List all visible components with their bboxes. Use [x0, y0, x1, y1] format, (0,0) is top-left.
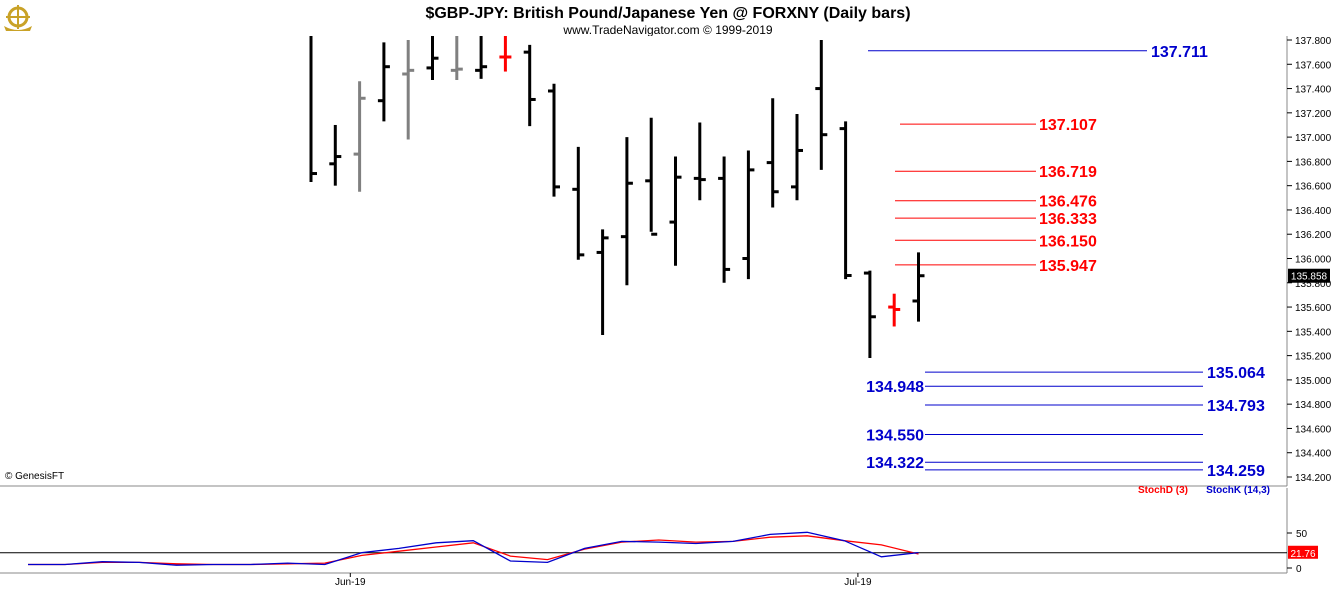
ohlc-bar	[669, 156, 682, 266]
ohlc-bar	[912, 252, 925, 322]
ohlc-bar	[523, 44, 536, 127]
price-tick-label: 137.600	[1295, 60, 1332, 71]
indicator-panel: StochD (3) StochK (14,3) 0 50 21.76	[0, 485, 1318, 575]
price-tick-label: 134.200	[1295, 473, 1332, 484]
stoch-series-line	[28, 535, 919, 566]
ohlc-bar	[888, 293, 901, 327]
ohlc-bar	[499, 36, 512, 72]
ohlc-bars	[309, 36, 925, 359]
ohlc-bar	[572, 146, 585, 260]
ohlc-bar	[402, 40, 415, 140]
support-label: 135.064	[1207, 365, 1265, 382]
price-tick-label: 136.800	[1295, 157, 1332, 168]
support-label: 134.550	[866, 428, 924, 445]
ohlc-bar	[450, 36, 463, 81]
chart-title: $GBP-JPY: British Pound/Japanese Yen @ F…	[425, 5, 910, 22]
price-axis: 134.200 134.400 134.600 134.800 135.000 135.2…	[1287, 36, 1332, 484]
date-tick-label: Jul-19	[844, 577, 872, 588]
price-tick-label: 134.800	[1295, 400, 1332, 411]
stochd-legend: StochD (3)	[1138, 485, 1188, 496]
price-panel: 134.200 134.400 134.600 134.800 135.000 135.2…	[0, 36, 1332, 487]
price-tick-label: 137.400	[1295, 85, 1332, 96]
resistance-label: 135.947	[1039, 258, 1097, 275]
resistance-label: 136.150	[1039, 233, 1097, 250]
ohlc-bar	[426, 36, 439, 81]
support-label: 134.948	[866, 379, 924, 396]
price-tick-label: 134.600	[1295, 424, 1332, 435]
price-tick-label: 137.200	[1295, 109, 1332, 120]
ohlc-bar	[309, 36, 317, 183]
indicator-value-marker: 21.76	[1288, 545, 1318, 560]
ohlc-bar	[377, 42, 390, 122]
price-tick-label: 137.000	[1295, 133, 1332, 144]
indicator-value-label: 21.76	[1290, 549, 1315, 560]
ohlc-bar	[863, 270, 876, 359]
support-label: 134.793	[1207, 398, 1265, 415]
ohlc-bar	[596, 229, 609, 335]
ohlc-bar	[645, 117, 658, 236]
stochk-legend: StochK (14,3)	[1206, 485, 1270, 496]
last-price-label: 135.858	[1291, 272, 1328, 283]
ohlc-bar	[329, 124, 342, 186]
price-tick-label: 136.000	[1295, 255, 1332, 266]
chart-subtitle: www.TradeNavigator.com © 1999-2019	[562, 23, 772, 37]
date-tick-label: Jun-19	[335, 577, 366, 588]
price-tick-label: 136.400	[1295, 206, 1332, 217]
indicator-tick-label: 0	[1296, 564, 1302, 575]
resistance-label: 136.719	[1039, 164, 1097, 181]
indicator-axis: 0 50	[1287, 529, 1308, 575]
support-label: 137.711	[1151, 44, 1208, 61]
stoch-series-line	[28, 531, 919, 566]
logo-icon	[4, 5, 32, 31]
price-tick-label: 135.400	[1295, 327, 1332, 338]
support-label: 134.322	[866, 455, 924, 472]
ohlc-bar	[742, 150, 755, 280]
ohlc-bar	[475, 36, 488, 79]
price-tick-label: 134.400	[1295, 449, 1332, 460]
indicator-tick-label: 50	[1296, 529, 1308, 540]
ohlc-bar	[791, 114, 803, 201]
resistance-label: 136.476	[1039, 194, 1097, 211]
price-tick-label: 135.600	[1295, 303, 1332, 314]
ohlc-bar	[693, 122, 706, 201]
resistance-label: 137.107	[1039, 117, 1097, 134]
stochastic-lines	[28, 531, 919, 566]
price-tick-label: 135.200	[1295, 352, 1332, 363]
price-tick-label: 137.800	[1295, 36, 1332, 47]
ohlc-bar	[353, 81, 366, 192]
price-tick-label: 135.000	[1295, 376, 1332, 387]
last-price-marker: 135.858	[1288, 268, 1330, 283]
price-tick-label: 136.200	[1295, 230, 1332, 241]
copyright-label: © GenesisFT	[5, 471, 64, 482]
ohlc-bar	[718, 156, 731, 283]
ohlc-bar	[815, 40, 828, 170]
price-tick-label: 136.600	[1295, 182, 1332, 193]
date-axis: Jun-19 Jul-19	[335, 573, 872, 588]
ohlc-bar	[548, 83, 560, 197]
ohlc-bar	[766, 98, 779, 208]
support-label: 134.259	[1207, 463, 1265, 480]
ohlc-bar	[620, 137, 633, 286]
price-tick-label: 135.800	[1295, 279, 1332, 290]
ohlc-bar	[839, 121, 852, 280]
resistance-label: 136.333	[1039, 211, 1097, 228]
